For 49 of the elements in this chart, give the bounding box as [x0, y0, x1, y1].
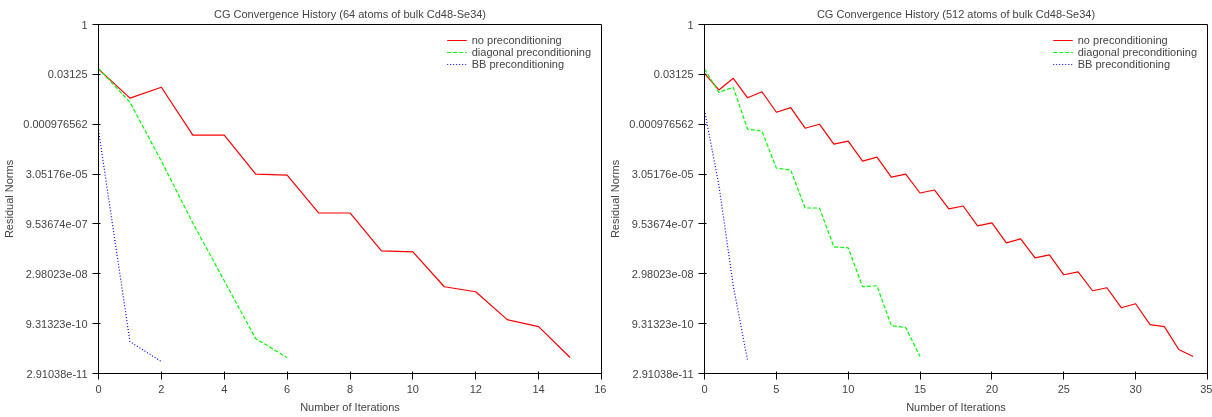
y-tick-label: 2.91038e-11	[26, 367, 88, 380]
y-tick-label: 0.03125	[653, 68, 694, 81]
y-tick-label: 9.31323e-10	[631, 317, 694, 330]
chart-title: CG Convergence History (64 atoms of bulk Cd48-Se34)	[213, 7, 487, 20]
x-tick-label: 2	[158, 382, 165, 395]
line-series	[704, 68, 921, 358]
x-tick-label: 16	[594, 382, 607, 395]
y-tick-label: 2.98023e-08	[25, 267, 88, 280]
y-tick-label: 1	[687, 18, 694, 31]
x-tick-label: 8	[346, 382, 354, 395]
legend-label: diagonal preconditioning	[471, 46, 591, 58]
x-tick-label: 30	[1129, 382, 1142, 395]
y-axis-title: Residual Norms	[609, 159, 622, 239]
x-tick-label: 5	[773, 382, 780, 395]
legend-label: no preconditioning	[1077, 34, 1168, 46]
x-tick-label: 35	[1200, 382, 1212, 395]
y-tick-label: 0.03125	[47, 68, 88, 81]
y-tick-label: 0.000976562	[629, 118, 694, 131]
y-axis-title: Residual Norms	[3, 159, 16, 239]
legend-label: diagonal preconditioning	[1077, 46, 1197, 58]
x-tick-label: 10	[842, 382, 855, 395]
x-tick-label: 0	[95, 382, 102, 395]
x-tick-label: 12	[469, 382, 482, 395]
x-tick-label: 25	[1057, 382, 1070, 395]
x-tick-label: 10	[406, 382, 420, 395]
x-axis-title: Number of Iterations	[906, 400, 1007, 413]
y-tick-label: 1	[81, 18, 88, 31]
line-series	[98, 67, 288, 359]
y-tick-label: 0.000976562	[23, 118, 88, 131]
legend-label: BB preconditioning	[471, 58, 565, 70]
y-tick-label: 3.05176e-05	[25, 168, 88, 181]
y-tick-label: 9.53674e-07	[25, 217, 88, 230]
legend-label: BB preconditioning	[1077, 58, 1171, 70]
x-tick-label: 4	[221, 382, 228, 395]
line-series	[98, 68, 571, 359]
x-tick-label: 20	[985, 382, 999, 395]
y-tick-label: 2.91038e-11	[632, 367, 694, 380]
x-tick-label: 15	[913, 382, 927, 395]
y-tick-label: 9.31323e-10	[25, 317, 88, 330]
line-series	[704, 72, 1194, 358]
x-tick-label: 14	[532, 382, 545, 395]
chart-title: CG Convergence History (512 atoms of bulk Cd48-Se34)	[816, 7, 1096, 20]
legend-label: no preconditioning	[471, 34, 562, 46]
x-tick-label: 0	[701, 382, 708, 395]
y-tick-label: 3.05176e-05	[631, 168, 694, 181]
x-axis-title: Number of Iterations	[300, 400, 401, 413]
y-tick-label: 2.98023e-08	[631, 267, 694, 280]
x-tick-label: 6	[284, 382, 291, 395]
y-tick-label: 9.53674e-07	[631, 217, 694, 230]
